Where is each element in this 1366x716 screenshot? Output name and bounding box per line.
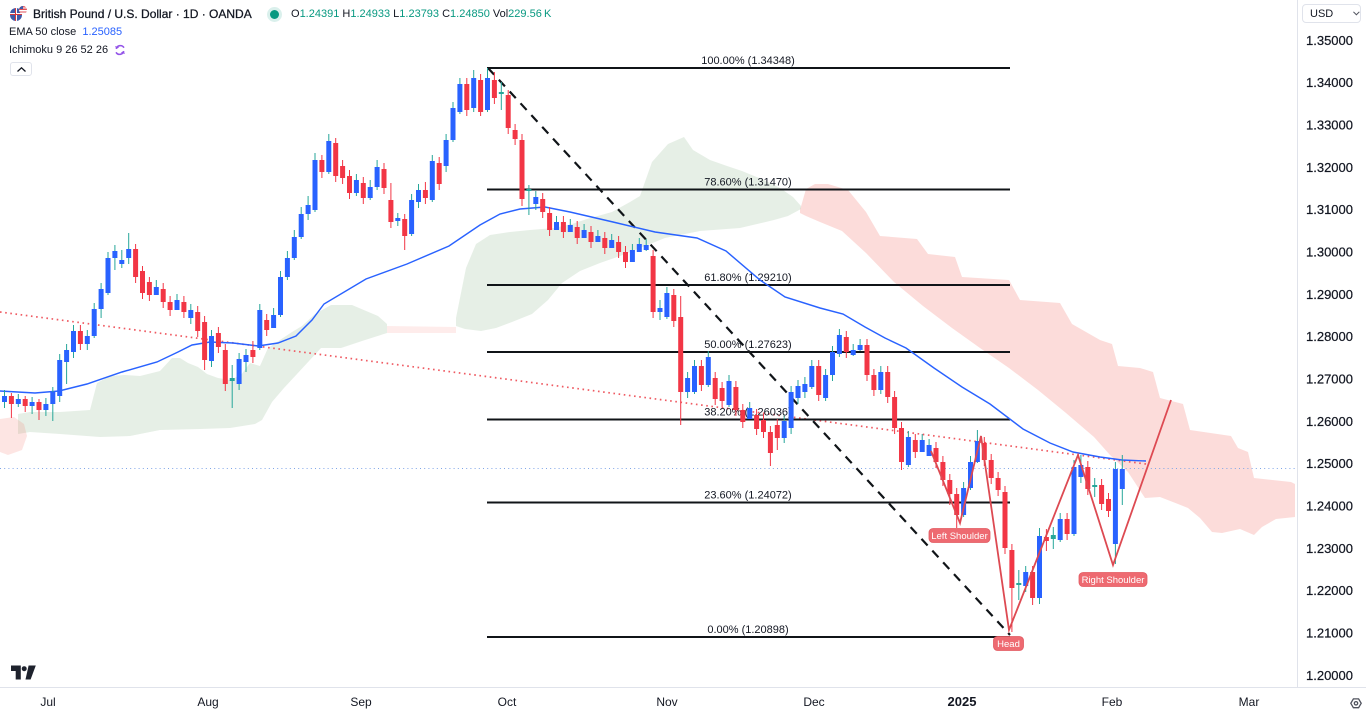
svg-text:0.00% (1.20898): 0.00% (1.20898) [707,624,788,636]
svg-text:Jul: Jul [40,695,55,709]
svg-text:Feb: Feb [1102,695,1123,709]
svg-text:Right Shoulder: Right Shoulder [1082,575,1145,586]
svg-text:78.60% (1.31470): 78.60% (1.31470) [704,177,791,189]
svg-text:100.00% (1.34348): 100.00% (1.34348) [701,55,795,67]
svg-text:1.28000: 1.28000 [1306,329,1353,344]
svg-text:1.33000: 1.33000 [1306,117,1353,132]
svg-text:1.29000: 1.29000 [1306,287,1353,302]
svg-text:1.26000: 1.26000 [1306,414,1353,429]
svg-text:1.27000: 1.27000 [1306,371,1353,386]
svg-text:Head: Head [997,639,1020,650]
svg-text:Left Shoulder: Left Shoulder [931,531,988,542]
svg-text:1.22000: 1.22000 [1306,583,1353,598]
svg-text:50.00% (1.27623): 50.00% (1.27623) [704,339,791,351]
svg-text:Oct: Oct [498,695,517,709]
svg-text:61.80% (1.29210): 61.80% (1.29210) [704,272,791,284]
svg-text:1.20000: 1.20000 [1306,668,1353,683]
svg-text:2025: 2025 [948,694,977,709]
svg-text:1.21000: 1.21000 [1306,625,1353,640]
svg-text:Mar: Mar [1239,695,1260,709]
svg-text:1.30000: 1.30000 [1306,244,1353,259]
svg-text:1.32000: 1.32000 [1306,160,1353,175]
svg-text:1.34000: 1.34000 [1306,75,1353,90]
svg-text:Dec: Dec [803,695,824,709]
svg-text:1.31000: 1.31000 [1306,202,1353,217]
svg-text:Nov: Nov [656,695,677,709]
svg-text:Sep: Sep [350,695,372,709]
svg-text:23.60% (1.24072): 23.60% (1.24072) [704,490,791,502]
svg-text:1.24000: 1.24000 [1306,498,1353,513]
svg-text:1.35000: 1.35000 [1306,33,1353,48]
svg-text:Aug: Aug [197,695,218,709]
svg-text:1.23000: 1.23000 [1306,541,1353,556]
svg-text:1.25000: 1.25000 [1306,456,1353,471]
